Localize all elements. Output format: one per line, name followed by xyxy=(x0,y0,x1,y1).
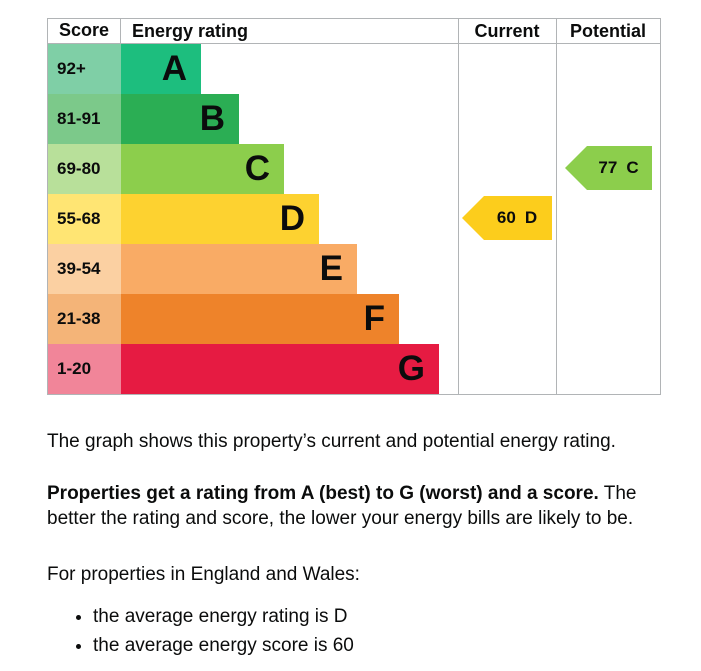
potential-rating-score: 77 xyxy=(598,158,618,177)
score-range-c: 69-80 xyxy=(48,144,121,194)
band-bar-g: G xyxy=(121,344,439,394)
band-row-b: 81-91 B xyxy=(48,94,660,144)
band-letter-b: B xyxy=(199,99,225,138)
band-row-g: 1-20 G xyxy=(48,344,660,394)
potential-column-divider xyxy=(556,19,557,394)
band-bar-a: A xyxy=(121,44,201,94)
band-row-f: 21-38 F xyxy=(48,294,660,344)
rating-explainer-paragraph: Properties get a rating from A (best) to… xyxy=(47,481,663,531)
energy-rating-chart: Score Energy rating Current Potential 92… xyxy=(47,18,661,395)
chart-description: The graph shows this property’s current … xyxy=(47,429,663,662)
band-row-d: 55-68 D xyxy=(48,194,660,244)
chart-header-row: Score Energy rating Current Potential xyxy=(48,19,660,44)
band-letter-e: E xyxy=(319,249,343,288)
current-rating-score: 60 xyxy=(496,208,516,227)
rating-explainer-rest: The better the rating and score, the low… xyxy=(47,483,637,529)
band-row-c: 69-80 C xyxy=(48,144,660,194)
band-bar-f: F xyxy=(121,294,399,344)
band-bar-e: E xyxy=(121,244,357,294)
band-letter-c: C xyxy=(244,149,270,188)
band-letter-d: D xyxy=(279,199,305,238)
header-potential: Potential xyxy=(569,20,646,41)
band-row-e: 39-54 E xyxy=(48,244,660,294)
header-score: Score xyxy=(48,19,121,43)
regions-heading: For properties in England and Wales: xyxy=(47,564,360,585)
score-range-a: 92+ xyxy=(48,44,121,94)
score-range-b: 81-91 xyxy=(48,94,121,144)
score-range-e: 39-54 xyxy=(48,244,121,294)
header-current: Current xyxy=(474,20,540,41)
intro-paragraph: The graph shows this property’s current … xyxy=(47,431,616,452)
current-column-divider xyxy=(458,19,459,394)
current-rating-arrow: 60 D xyxy=(462,196,552,240)
band-row-a: 92+ A xyxy=(48,44,660,94)
average-stats-list: the average energy rating is D the avera… xyxy=(47,604,663,658)
score-range-g: 1-20 xyxy=(48,344,121,394)
current-rating-band: D xyxy=(524,208,538,227)
band-letter-g: G xyxy=(397,349,425,388)
band-bar-d: D xyxy=(121,194,319,244)
band-bar-c: C xyxy=(121,144,284,194)
band-bar-b: B xyxy=(121,94,239,144)
score-range-f: 21-38 xyxy=(48,294,121,344)
header-energy-rating: Energy rating xyxy=(132,20,249,41)
band-letter-a: A xyxy=(161,49,187,88)
rating-explainer-bold: Properties get a rating from A (best) to… xyxy=(47,483,599,504)
band-letter-f: F xyxy=(363,299,385,338)
score-range-d: 55-68 xyxy=(48,194,121,244)
average-score-item: the average energy score is 60 xyxy=(93,633,663,658)
potential-rating-band: C xyxy=(626,158,639,177)
average-rating-item: the average energy rating is D xyxy=(93,604,663,629)
